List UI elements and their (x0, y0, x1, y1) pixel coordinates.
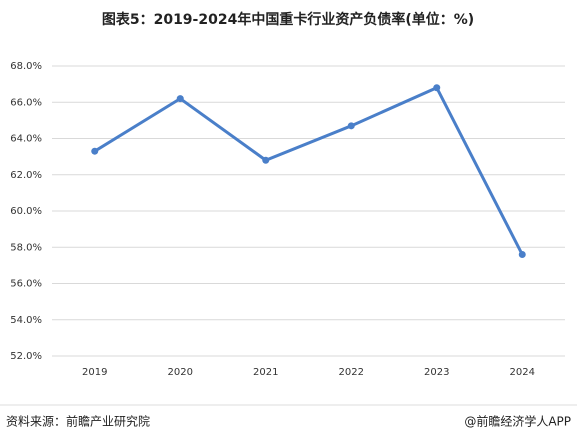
point (518, 251, 526, 258)
x-tick-label: 2023 (424, 367, 449, 378)
point (176, 95, 184, 103)
x-tick-label: 2021 (253, 367, 278, 378)
x-tick-label: 2019 (82, 367, 107, 378)
y-tick-label: 64.0% (10, 134, 42, 145)
y-tick-label: 54.0% (10, 315, 42, 326)
point (347, 122, 355, 130)
line (93, 85, 524, 256)
x-tick-label: 2020 (168, 367, 193, 378)
y-tick-label: 66.0% (10, 97, 42, 108)
point (91, 147, 99, 155)
y-tick-label: 58.0% (10, 242, 42, 253)
chart-title: 图表5：2019-2024年中国重卡行业资产负债率(单位：%) (102, 11, 474, 28)
x-tick-label: 2024 (510, 367, 535, 378)
y-tick-label: 62.0% (10, 170, 42, 181)
point (262, 156, 270, 164)
y-tick-label: 56.0% (10, 279, 42, 290)
y-tick-label: 60.0% (10, 206, 42, 217)
source: 资料来源：前瞻产业研究院 (6, 414, 150, 429)
y-tick-label: 52.0% (10, 351, 42, 362)
y-tick-label: 68.0% (10, 61, 42, 72)
credit: @前瞻经济学人APP (464, 414, 571, 429)
point (433, 84, 441, 92)
x-tick-label: 2022 (339, 367, 364, 378)
